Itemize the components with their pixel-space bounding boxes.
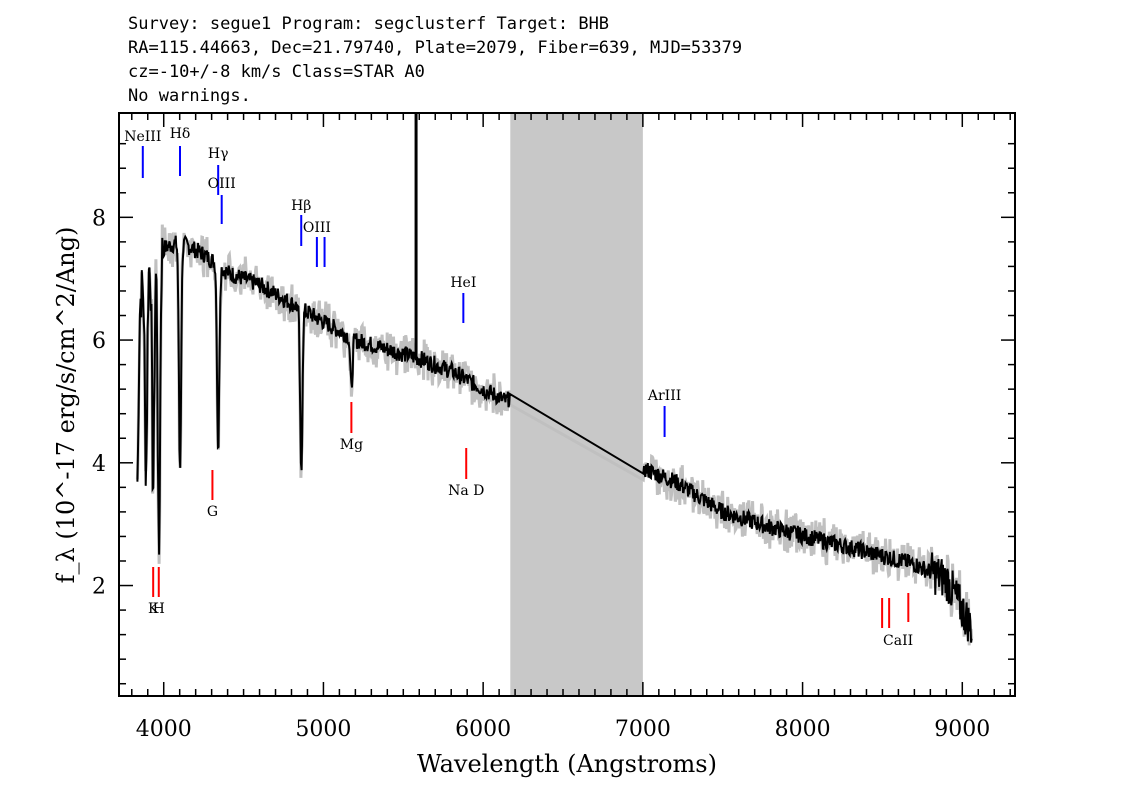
header-line-3: cz=-10+/-8 km/s Class=STAR A0 xyxy=(128,62,425,82)
emission-line-label: HeI xyxy=(450,275,476,291)
x-tick-label: 7000 xyxy=(615,717,671,742)
x-tick-label: 8000 xyxy=(775,717,831,742)
x-tick-label: 6000 xyxy=(455,717,511,742)
plot-frame xyxy=(118,112,1016,697)
absorption-line-label: G xyxy=(207,504,218,520)
spectrum-line xyxy=(136,234,973,643)
header-line-1: Survey: segue1 Program: segclusterf Targ… xyxy=(128,14,610,34)
x-axis-label: Wavelength (Angstroms) xyxy=(417,750,717,778)
emission-line-label: OIII xyxy=(208,176,236,192)
header-line-4: No warnings. xyxy=(128,86,251,106)
y-tick-label: 8 xyxy=(92,206,106,231)
absorption-line-label: Mg xyxy=(340,437,363,453)
emission-line-label: Hβ xyxy=(291,198,311,214)
emission-line-label: OIII xyxy=(303,220,331,236)
masked-region xyxy=(510,113,643,696)
absorption-line-label: Na D xyxy=(448,483,484,499)
header-text: Survey: segue1 Program: segclusterf Targ… xyxy=(128,12,742,108)
emission-line-label: ArIII xyxy=(647,388,681,404)
emission-line-label: Hγ xyxy=(208,146,229,162)
absorption-line-label: K xyxy=(148,601,159,617)
plot-layer: NeIII Hδ Hγ OIII Hβ OIII HeI ArIII KH G Mg Na D CaII… xyxy=(92,112,1016,742)
emission-line-label: NeIII xyxy=(124,129,161,145)
emission-line-label: Hδ xyxy=(170,126,191,142)
x-tick-label: 9000 xyxy=(934,717,990,742)
absorption-line-label: CaII xyxy=(883,633,913,649)
absorption-line-label: H xyxy=(153,601,165,617)
y-tick-label: 6 xyxy=(92,329,106,354)
y-axis-label: f_λ (10^-17 erg/s/cm^2/Ang) xyxy=(52,227,80,584)
header-line-2: RA=115.44663, Dec=21.79740, Plate=2079, … xyxy=(128,38,743,58)
x-tick-label: 5000 xyxy=(295,717,351,742)
x-tick-label: 4000 xyxy=(136,717,192,742)
y-tick-label: 2 xyxy=(92,575,106,600)
y-tick-label: 4 xyxy=(92,452,106,477)
